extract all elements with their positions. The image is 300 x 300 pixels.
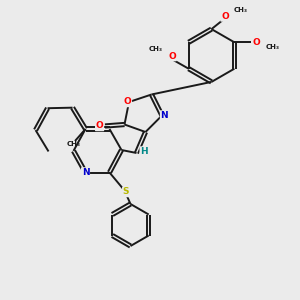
Text: N: N (160, 111, 168, 120)
Text: O: O (252, 38, 260, 47)
Text: O: O (221, 12, 229, 21)
Text: CH₃: CH₃ (148, 46, 163, 52)
Text: O: O (96, 122, 104, 130)
Text: CH₃: CH₃ (266, 44, 280, 50)
Text: O: O (124, 98, 131, 106)
Text: CH₃: CH₃ (234, 7, 248, 13)
Text: CH₃: CH₃ (67, 141, 80, 147)
Text: N: N (82, 168, 89, 177)
Text: S: S (123, 188, 129, 196)
Text: O: O (168, 52, 176, 61)
Text: H: H (140, 147, 148, 156)
